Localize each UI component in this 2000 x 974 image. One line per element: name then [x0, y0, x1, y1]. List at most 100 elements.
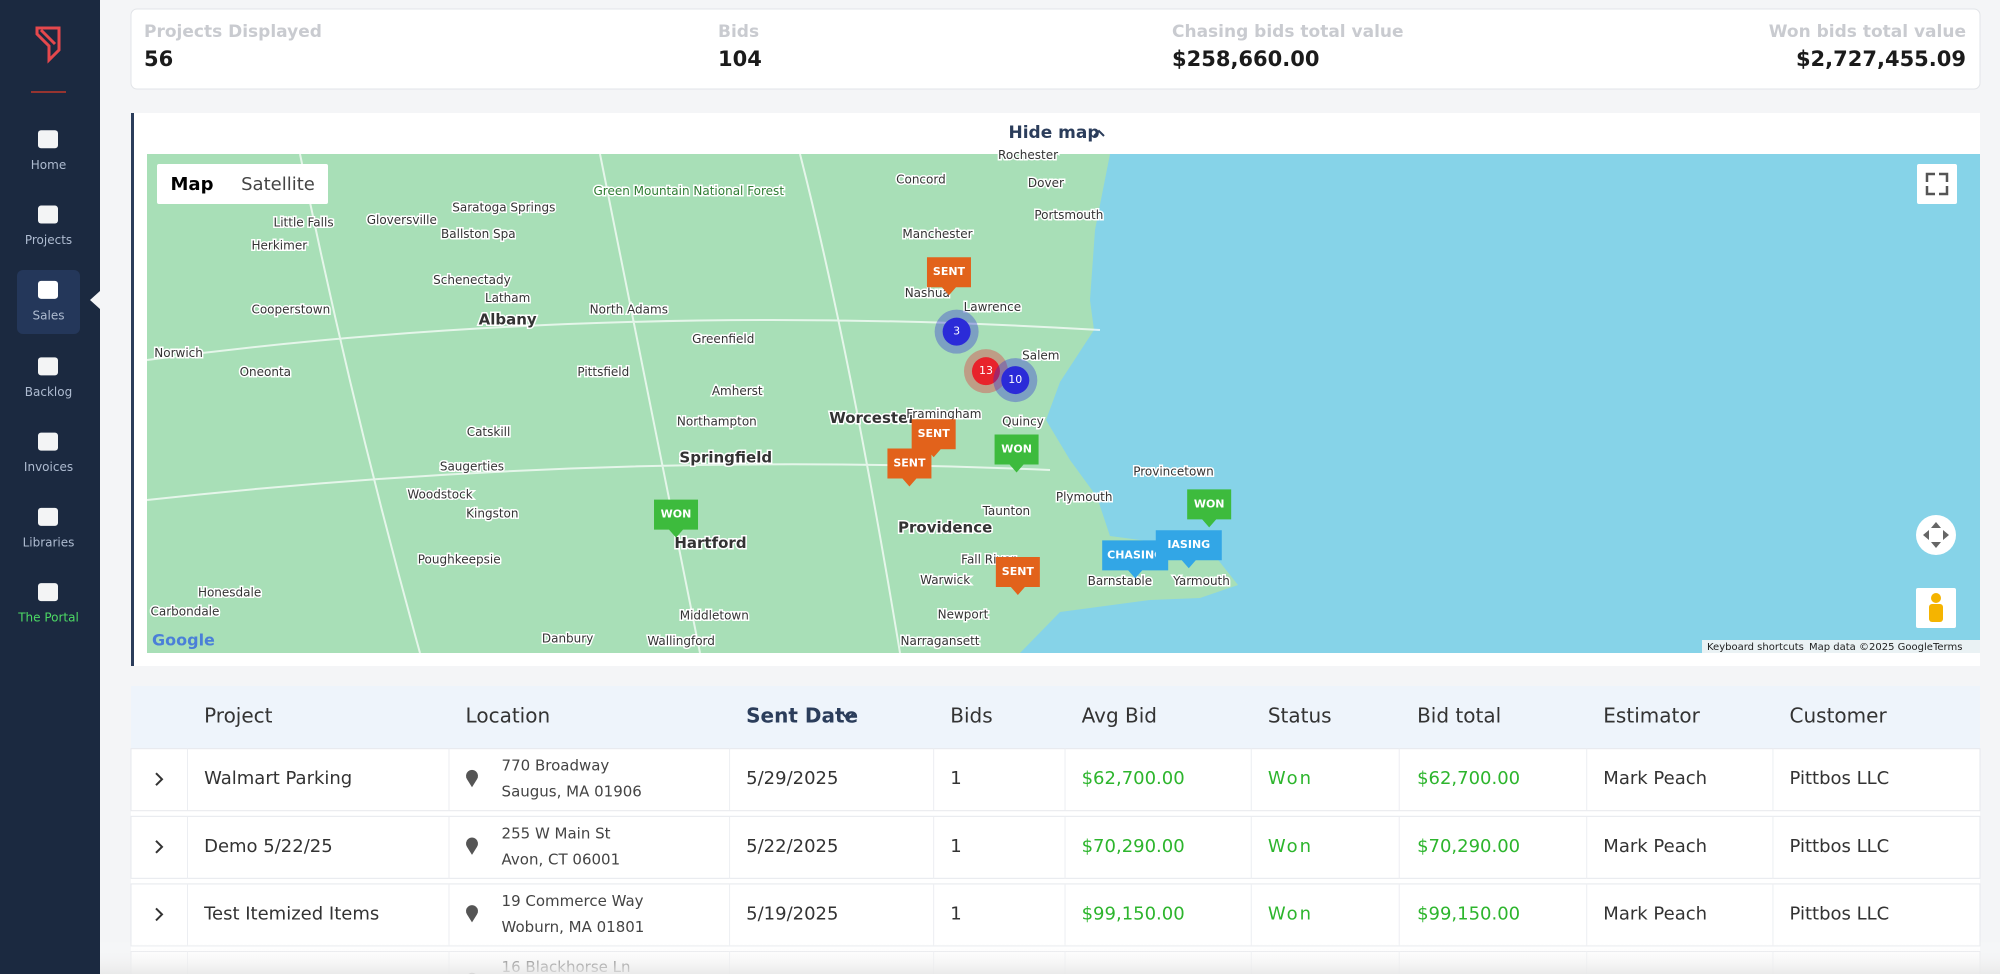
- pegman-body: [1929, 604, 1943, 622]
- cluster[interactable]: [1001, 366, 1030, 395]
- map-toggle[interactable]: Hide map: [1008, 123, 1099, 143]
- place-label: North Adams: [590, 302, 668, 316]
- marker-pin[interactable]: [1102, 540, 1169, 579]
- marker-pin[interactable]: [926, 257, 971, 296]
- nav-icon[interactable]: [38, 357, 58, 376]
- marker-label[interactable]: WON: [1001, 443, 1032, 456]
- place-label: Framingham: [906, 407, 981, 421]
- place-label: Danbury: [542, 632, 593, 646]
- cell-avg: $99,150.00: [1082, 903, 1185, 924]
- place-label: Woodstock: [407, 487, 472, 501]
- table-row[interactable]: [130, 748, 1981, 812]
- column-header[interactable]: Project: [204, 704, 273, 728]
- pegman: [1931, 593, 1941, 603]
- city: Woburn, MA 01801: [502, 918, 645, 936]
- cluster-count[interactable]: 3: [953, 325, 960, 338]
- marker-pin[interactable]: [995, 556, 1040, 595]
- nav-label[interactable]: The Portal: [17, 611, 79, 625]
- marker-pin[interactable]: [1187, 489, 1232, 528]
- column-header[interactable]: Estimator: [1603, 704, 1700, 728]
- nav-label[interactable]: Libraries: [23, 535, 75, 549]
- stat-value: 56: [144, 47, 173, 71]
- nav-label[interactable]: Sales: [33, 308, 65, 322]
- place-label: Carbondale: [150, 605, 219, 619]
- marker-label[interactable]: SENT: [893, 457, 926, 470]
- column-header[interactable]: Bids: [950, 704, 992, 728]
- cell-estimator: Mark Peach: [1603, 903, 1707, 924]
- nav-icon[interactable]: [38, 507, 58, 526]
- map-footer-link[interactable]: Terms: [1932, 642, 1962, 653]
- map-type-control: [157, 164, 328, 204]
- marker-label[interactable]: SENT: [933, 265, 966, 278]
- place-label: Greenfield: [692, 332, 754, 346]
- map-type[interactable]: Map: [171, 174, 214, 195]
- cell-sent: 5/19/2025: [746, 903, 838, 924]
- nav-label[interactable]: Projects: [25, 233, 72, 247]
- nav-label[interactable]: Backlog: [25, 385, 72, 399]
- nav-icon[interactable]: [38, 280, 58, 299]
- place-label: Schenectady: [433, 273, 511, 287]
- marker-label[interactable]: CHASING: [1107, 548, 1163, 561]
- marker-pin[interactable]: [994, 434, 1039, 473]
- marker-pin[interactable]: [887, 448, 932, 487]
- place-label: Yarmouth: [1172, 574, 1230, 588]
- column-header[interactable]: Customer: [1790, 704, 1888, 728]
- cell-estimator: Mark Peach: [1603, 836, 1707, 857]
- location-pin: [465, 905, 478, 923]
- nav-icon[interactable]: [38, 130, 58, 149]
- stat-value: 104: [718, 47, 762, 71]
- expand-chevron[interactable]: [155, 907, 164, 922]
- column-header[interactable]: Bid total: [1417, 704, 1501, 728]
- fullscreen-button[interactable]: [1917, 164, 1957, 204]
- marker-label[interactable]: SENT: [1002, 565, 1035, 578]
- place-label: Amherst: [712, 384, 763, 398]
- roads: [147, 154, 1101, 653]
- place-label: Green Mountain National Forest: [594, 184, 785, 198]
- cluster-count[interactable]: 10: [1008, 373, 1022, 386]
- place-label: Poughkeepsie: [418, 552, 501, 566]
- map-footer-link[interactable]: Map data ©2025 Google: [1809, 642, 1933, 653]
- expand-chevron[interactable]: [155, 840, 164, 854]
- nav-icon[interactable]: [38, 432, 58, 451]
- stat-label: Chasing bids total value: [1172, 22, 1404, 42]
- camera-icon: [1923, 522, 1949, 548]
- nav-icon[interactable]: [38, 205, 58, 224]
- column-header[interactable]: Avg Bid: [1082, 704, 1157, 728]
- cell-status: Won: [1268, 903, 1313, 924]
- column-header[interactable]: Location: [466, 704, 551, 728]
- map: [147, 154, 1980, 653]
- map-type[interactable]: Satellite: [241, 174, 315, 195]
- column-header[interactable]: Sent Date: [746, 704, 858, 728]
- marker-pin[interactable]: [654, 499, 699, 538]
- marker-label[interactable]: SENT: [918, 427, 951, 440]
- map-footer-link[interactable]: Keyboard shortcuts: [1707, 642, 1804, 653]
- stat-value: $258,660.00: [1172, 47, 1319, 71]
- table-row[interactable]: [130, 815, 1981, 879]
- place-label: Oneonta: [240, 365, 291, 379]
- place-label: Rochester: [998, 148, 1058, 162]
- camera-control[interactable]: [1916, 515, 1956, 555]
- map-footer: [1702, 640, 1980, 653]
- place-label: Worcester: [829, 409, 916, 427]
- cluster[interactable]: [971, 357, 1000, 386]
- marker-label[interactable]: IASING: [1167, 538, 1210, 551]
- marker-pin[interactable]: [1155, 530, 1222, 569]
- cell-sent: 5/29/2025: [746, 768, 838, 789]
- nav-label[interactable]: Home: [31, 158, 66, 172]
- nav-label[interactable]: Invoices: [24, 460, 73, 474]
- address: 255 W Main St: [502, 824, 611, 842]
- place-label: Salem: [1022, 348, 1059, 362]
- cluster-count[interactable]: 13: [979, 364, 993, 377]
- marker-label[interactable]: WON: [1194, 497, 1225, 510]
- marker-label[interactable]: WON: [661, 508, 692, 521]
- place-label: Saugerties: [440, 459, 504, 473]
- cluster[interactable]: [942, 317, 971, 346]
- nav-icon[interactable]: [38, 583, 58, 602]
- table-row[interactable]: [130, 883, 1981, 947]
- place-label: Albany: [479, 311, 537, 329]
- active-nav: [17, 270, 80, 334]
- column-header[interactable]: Status: [1268, 704, 1332, 728]
- marker-pin[interactable]: [911, 419, 956, 458]
- expand-chevron[interactable]: [155, 772, 164, 786]
